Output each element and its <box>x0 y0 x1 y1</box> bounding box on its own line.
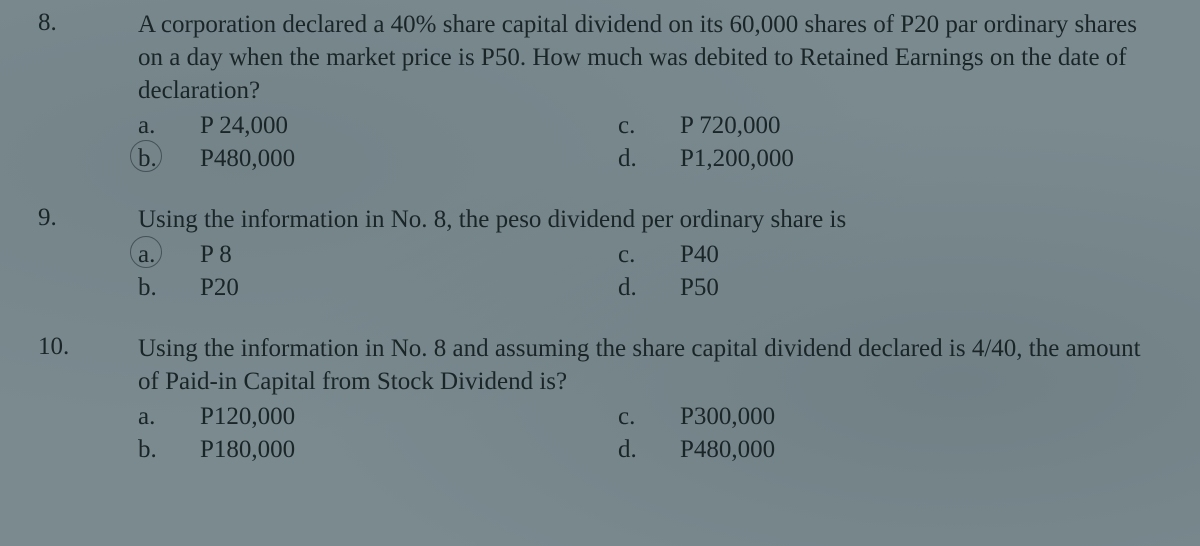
option-col-left: a. P120,000 b. P180,000 <box>138 400 618 466</box>
option-value: P300,000 <box>680 400 1162 433</box>
question-9: 9. Using the information in No. 8, the p… <box>38 203 1162 304</box>
option-value: P50 <box>680 271 1162 304</box>
option-b: b. P180,000 <box>138 433 618 466</box>
question-text: Using the information in No. 8 and assum… <box>138 332 1162 398</box>
question-10: 10. Using the information in No. 8 and a… <box>38 332 1162 466</box>
question-body: Using the information in No. 8 and assum… <box>138 332 1162 466</box>
options-row: a. P120,000 b. P180,000 c. P300,000 d. P… <box>138 400 1162 466</box>
question-number: 10. <box>38 332 138 466</box>
option-col-left: a. P 24,000 b. P480,000 <box>138 109 618 175</box>
option-letter: d. <box>618 142 680 175</box>
options-row: a. P 8 b. P20 c. P40 d. P50 <box>138 238 1162 304</box>
option-d: d. P1,200,000 <box>618 142 1162 175</box>
option-col-right: c. P40 d. P50 <box>618 238 1162 304</box>
option-a: a. P 8 <box>138 238 618 271</box>
option-col-right: c. P300,000 d. P480,000 <box>618 400 1162 466</box>
option-c: c. P 720,000 <box>618 109 1162 142</box>
option-col-left: a. P 8 b. P20 <box>138 238 618 304</box>
question-text: Using the information in No. 8, the peso… <box>138 203 1162 236</box>
option-letter: c. <box>618 400 680 433</box>
option-letter: a. <box>138 400 200 433</box>
option-letter: d. <box>618 271 680 304</box>
option-d: d. P480,000 <box>618 433 1162 466</box>
option-letter: a. <box>138 238 200 271</box>
option-value: P 24,000 <box>200 109 618 142</box>
question-text: A corporation declared a 40% share capit… <box>138 8 1162 107</box>
option-c: c. P40 <box>618 238 1162 271</box>
option-value: P180,000 <box>200 433 618 466</box>
question-number: 9. <box>38 203 138 304</box>
option-letter: c. <box>618 109 680 142</box>
option-value: P 720,000 <box>680 109 1162 142</box>
option-a: a. P120,000 <box>138 400 618 433</box>
option-value: P480,000 <box>680 433 1162 466</box>
option-value: P 8 <box>200 238 618 271</box>
question-body: Using the information in No. 8, the peso… <box>138 203 1162 304</box>
option-col-right: c. P 720,000 d. P1,200,000 <box>618 109 1162 175</box>
option-letter: a. <box>138 109 200 142</box>
options-row: a. P 24,000 b. P480,000 c. P 720,000 d. … <box>138 109 1162 175</box>
option-value: P1,200,000 <box>680 142 1162 175</box>
question-body: A corporation declared a 40% share capit… <box>138 8 1162 175</box>
question-8: 8. A corporation declared a 40% share ca… <box>38 8 1162 175</box>
option-letter: b. <box>138 271 200 304</box>
option-value: P20 <box>200 271 618 304</box>
option-c: c. P300,000 <box>618 400 1162 433</box>
option-d: d. P50 <box>618 271 1162 304</box>
option-b: b. P20 <box>138 271 618 304</box>
option-value: P40 <box>680 238 1162 271</box>
option-letter: c. <box>618 238 680 271</box>
question-number: 8. <box>38 8 138 175</box>
option-letter: d. <box>618 433 680 466</box>
option-a: a. P 24,000 <box>138 109 618 142</box>
option-value: P120,000 <box>200 400 618 433</box>
option-b: b. P480,000 <box>138 142 618 175</box>
option-letter: b. <box>138 433 200 466</box>
option-letter: b. <box>138 142 200 175</box>
option-value: P480,000 <box>200 142 618 175</box>
